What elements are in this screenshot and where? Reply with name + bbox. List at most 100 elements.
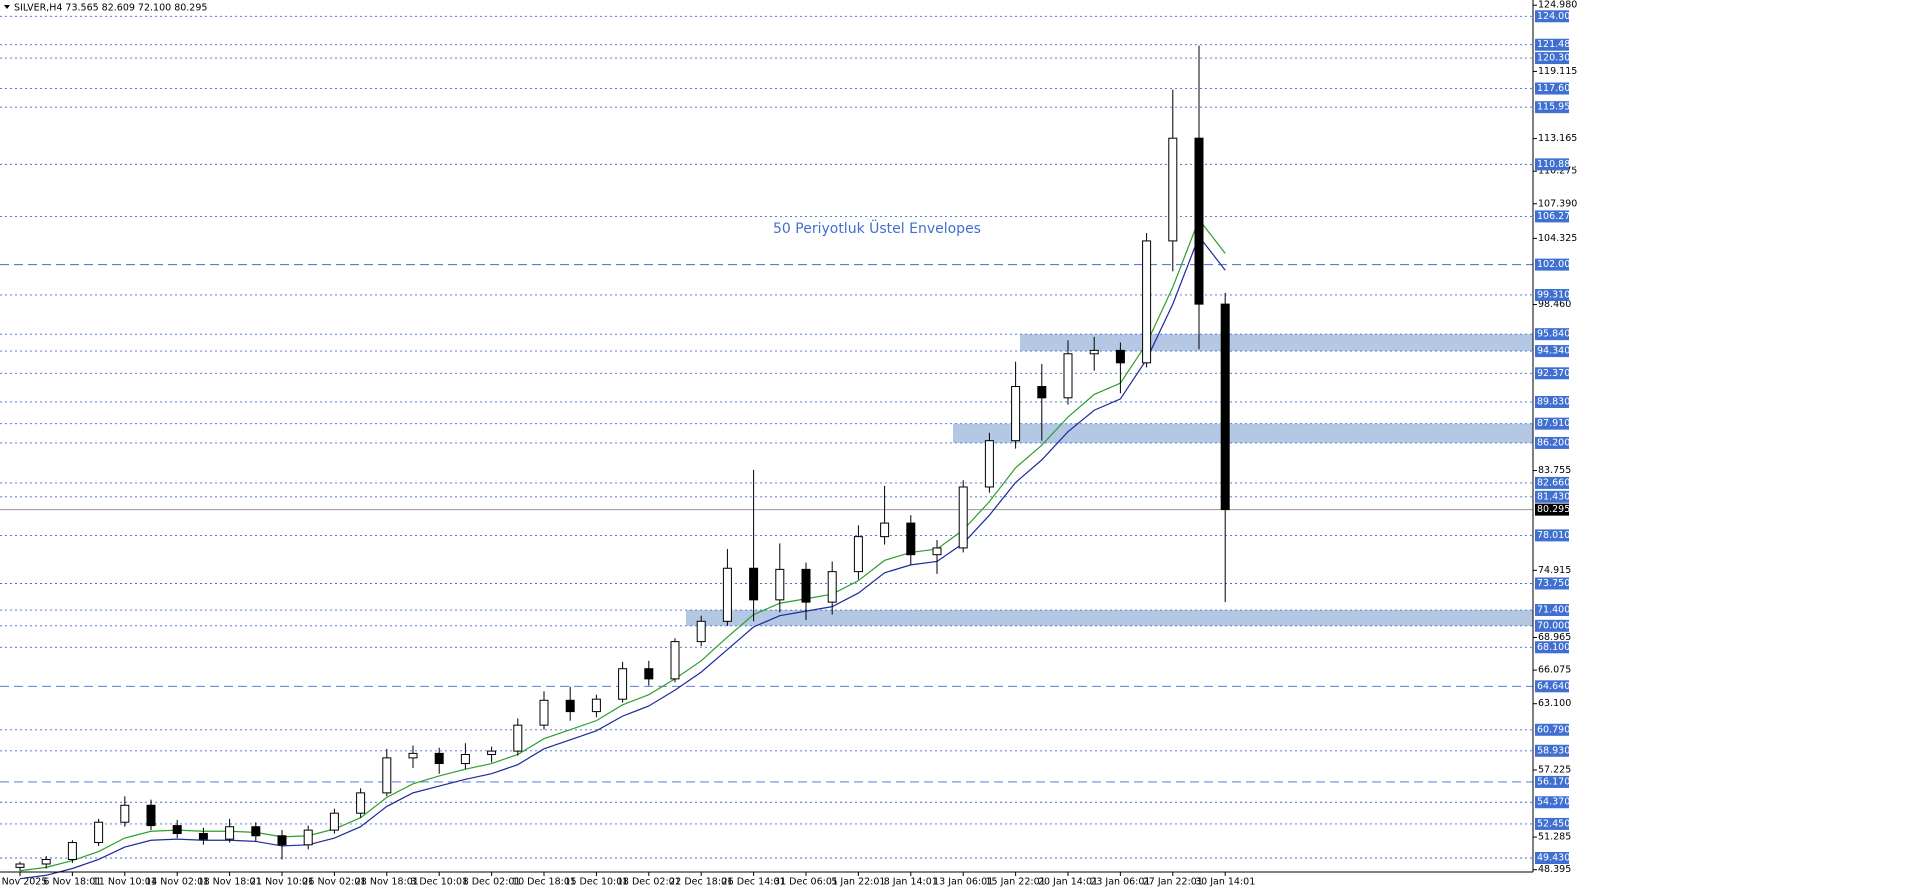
level-label: 58.930 xyxy=(1537,745,1570,756)
level-label: 78.010 xyxy=(1537,530,1570,541)
candle-body xyxy=(1194,137,1204,305)
x-tick-label: 15 Dec 10:01 xyxy=(564,877,628,888)
level-label-bg xyxy=(1535,258,1569,271)
candle-body xyxy=(539,699,549,726)
candle-body xyxy=(827,571,837,603)
level-label-bg xyxy=(1535,436,1569,449)
level-label-bg xyxy=(1535,10,1569,23)
level-label: 117.600 xyxy=(1537,83,1576,94)
candle-body xyxy=(329,812,339,831)
level-label-bg xyxy=(1535,775,1569,788)
level-label: 52.450 xyxy=(1537,818,1570,829)
level-label-bg xyxy=(1535,619,1569,632)
level-label-bg xyxy=(1535,796,1569,809)
level-label: 106.270 xyxy=(1537,211,1576,222)
level-label: 95.840 xyxy=(1537,329,1570,340)
level-label-bg xyxy=(1535,680,1569,693)
menu-icon[interactable] xyxy=(4,5,10,9)
level-label: 120.300 xyxy=(1537,53,1576,64)
candle-body xyxy=(801,568,811,603)
candle-body xyxy=(277,835,287,846)
level-label: 124.000 xyxy=(1537,11,1576,22)
x-tick-label: 4 Nov 2025 xyxy=(0,877,47,888)
candle-body xyxy=(1037,386,1047,399)
x-tick-label: 8 Dec 02:01 xyxy=(463,877,521,888)
y-tick-label: 107.390 xyxy=(1538,198,1577,209)
x-tick-label: 18 Dec 02:01 xyxy=(617,877,681,888)
x-tick-label: 23 Jan 06:01 xyxy=(1090,877,1150,888)
x-tick-label: 20 Jan 14:01 xyxy=(1038,877,1098,888)
candle-body xyxy=(984,440,994,488)
y-tick-label: 104.325 xyxy=(1538,233,1577,244)
x-tick-label: 21 Nov 10:01 xyxy=(250,877,314,888)
candle-body xyxy=(434,752,444,765)
candle-body xyxy=(1220,303,1230,511)
zone xyxy=(1020,334,1533,352)
candle-body xyxy=(722,567,732,622)
y-tick-label: 48.395 xyxy=(1538,864,1571,875)
zone xyxy=(953,423,1533,443)
y-tick-label: 68.965 xyxy=(1538,632,1571,643)
x-tick-label: 11 Nov 10:01 xyxy=(93,877,157,888)
x-tick-label: 31 Dec 06:01 xyxy=(774,877,838,888)
level-label: 110.880 xyxy=(1537,159,1576,170)
y-tick-label: 63.100 xyxy=(1538,698,1571,709)
candle-body xyxy=(408,752,418,759)
candle-body xyxy=(958,486,968,549)
level-label: 54.370 xyxy=(1537,797,1570,808)
chart-title: SILVER,H4 73.565 82.609 72.100 80.295 xyxy=(14,3,207,14)
candle-body xyxy=(356,792,366,814)
annotation: 50 Periyotluk Üstel Envelopes xyxy=(773,219,981,237)
level-label-bg xyxy=(1535,817,1569,830)
level-label-bg xyxy=(1535,852,1569,865)
candle-body xyxy=(1142,240,1152,364)
current-price-label: 80.295 xyxy=(1537,504,1570,515)
candle-body xyxy=(15,863,25,868)
candle-body xyxy=(644,668,654,680)
candle-body xyxy=(94,821,104,844)
candle-body xyxy=(591,698,601,713)
level-label: 87.910 xyxy=(1537,418,1570,429)
level-label: 102.000 xyxy=(1537,259,1576,270)
y-tick-label: 51.285 xyxy=(1538,832,1571,843)
candle-body xyxy=(487,750,497,755)
level-label: 92.370 xyxy=(1537,368,1570,379)
x-tick-label: 8 Jan 14:01 xyxy=(884,877,938,888)
level-label-bg xyxy=(1535,490,1569,503)
level-label-bg xyxy=(1535,417,1569,430)
level-label: 49.430 xyxy=(1537,853,1570,864)
current-price-bg xyxy=(1535,503,1569,516)
y-tick-label: 83.755 xyxy=(1538,465,1571,476)
x-tick-label: 13 Jan 06:01 xyxy=(933,877,993,888)
candle-body xyxy=(880,522,890,538)
levels xyxy=(0,15,1533,859)
candle-body xyxy=(120,804,130,823)
level-label-bg xyxy=(1535,210,1569,223)
candle-body xyxy=(565,699,575,713)
level-label-bg xyxy=(1535,367,1569,380)
level-label: 94.340 xyxy=(1537,346,1570,357)
level-label: 70.000 xyxy=(1537,620,1570,631)
level-label: 86.200 xyxy=(1537,437,1570,448)
candle-body xyxy=(41,858,51,865)
level-label: 82.660 xyxy=(1537,477,1570,488)
candle-body xyxy=(1168,137,1178,242)
x-tick-label: 10 Dec 18:01 xyxy=(512,877,576,888)
envelope-line xyxy=(19,235,1226,880)
candle-body xyxy=(1063,353,1073,399)
level-label-bg xyxy=(1535,52,1569,65)
level-label-bg xyxy=(1535,476,1569,489)
candle-body xyxy=(618,668,628,700)
x-tick-label: 30 Jan 14:01 xyxy=(1195,877,1255,888)
level-label: 99.310 xyxy=(1537,289,1570,300)
level-label-bg xyxy=(1535,604,1569,617)
envelope-line xyxy=(19,218,1226,872)
zone xyxy=(686,610,1533,626)
level-label: 68.100 xyxy=(1537,642,1570,653)
y-tick-label: 98.460 xyxy=(1538,299,1571,310)
candle-body xyxy=(1011,386,1021,442)
x-tick-label: 26 Dec 14:01 xyxy=(722,877,786,888)
level-label: 115.950 xyxy=(1537,102,1576,113)
x-tick-label: 18 Nov 18:01 xyxy=(198,877,262,888)
candle-body xyxy=(932,547,942,556)
